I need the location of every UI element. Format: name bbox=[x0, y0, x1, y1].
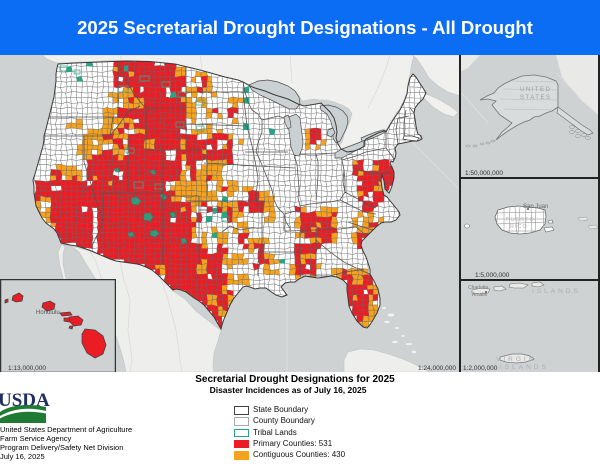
svg-text:1:5,000,000: 1:5,000,000 bbox=[475, 272, 510, 279]
svg-text:Charlotte: Charlotte bbox=[468, 285, 489, 291]
svg-text:1:2,000,000: 1:2,000,000 bbox=[463, 365, 498, 372]
svg-text:STATES: STATES bbox=[520, 95, 551, 101]
svg-text:RICO: RICO bbox=[510, 224, 528, 230]
svg-text:1:50,000,000: 1:50,000,000 bbox=[465, 170, 503, 177]
svg-text:ISLANDS: ISLANDS bbox=[532, 288, 581, 295]
svg-text:Amalie: Amalie bbox=[472, 292, 488, 298]
svg-text:PUERTO: PUERTO bbox=[506, 217, 535, 223]
svg-text:Honolulu: Honolulu bbox=[36, 310, 60, 316]
svg-text:1:24,000,000: 1:24,000,000 bbox=[418, 365, 456, 372]
svg-text:1:13,000,000: 1:13,000,000 bbox=[8, 365, 46, 372]
svg-text:ISLANDS: ISLANDS bbox=[500, 364, 549, 371]
svg-text:San Juan: San Juan bbox=[523, 204, 548, 210]
svg-text:UNITED: UNITED bbox=[520, 87, 551, 93]
svg-text:VIRGIN: VIRGIN bbox=[496, 356, 536, 363]
